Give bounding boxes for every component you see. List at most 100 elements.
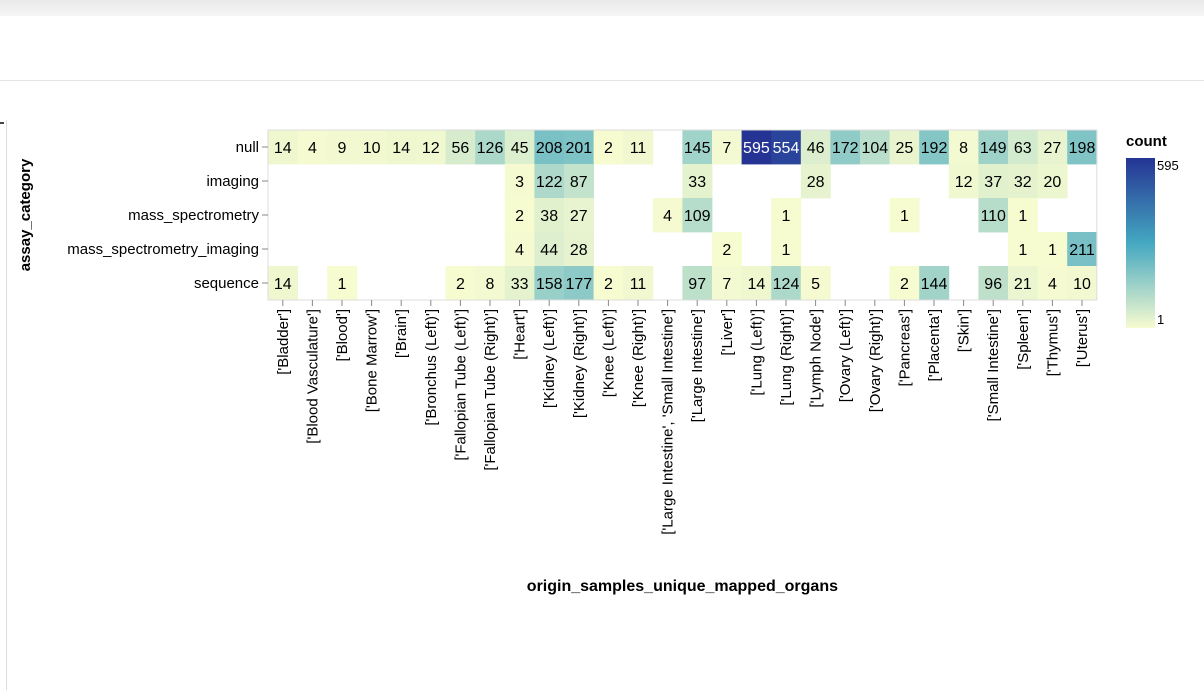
legend-gradient-bar	[1126, 158, 1155, 328]
heatmap-cell	[593, 266, 624, 301]
cell-value-label: 110	[980, 208, 1006, 225]
heatmap-cell	[268, 266, 298, 301]
cell-value-label: 21	[1014, 276, 1032, 293]
heatmap-cell	[800, 130, 831, 165]
heatmap-cell	[919, 266, 950, 301]
color-legend: count 595 1	[1126, 133, 1179, 328]
heatmap-cell	[1067, 232, 1098, 267]
heatmap-cell	[623, 266, 654, 301]
x-tick-label: ['Bladder']	[275, 309, 292, 375]
heatmap-cell	[504, 198, 535, 233]
heatmap-cell	[1037, 130, 1068, 165]
heatmap-cell	[445, 130, 476, 165]
cell-value-label: 33	[688, 174, 706, 191]
x-tick-label: ['Large Intestine', 'Small Intestine']	[660, 309, 677, 535]
heatmap-cell	[564, 164, 594, 199]
heatmap-cell	[564, 198, 594, 233]
heatmap-cell	[1037, 232, 1068, 267]
cell-value-label: 20	[1044, 174, 1062, 191]
heatmap-cell	[741, 130, 772, 165]
heatmap-cell	[1037, 266, 1068, 301]
cell-value-label: 14	[274, 276, 292, 293]
x-tick-label: ['Blood Vasculature']	[304, 309, 321, 444]
cell-value-label: 2	[456, 276, 465, 293]
legend-title: count	[1126, 133, 1167, 150]
x-tick-label: ['Lymph Node']	[808, 309, 825, 408]
cell-value-label: 9	[338, 140, 347, 157]
cell-value-label: 38	[540, 208, 558, 225]
y-tick-label: imaging	[206, 173, 259, 190]
heatmap-cell	[445, 266, 476, 301]
heatmap-cell	[741, 266, 772, 301]
heatmap-cell	[771, 232, 802, 267]
cell-value-label: 1	[782, 242, 791, 259]
heatmap-cells	[268, 130, 1098, 301]
cell-value-label: 33	[511, 276, 529, 293]
heatmap-cell	[268, 130, 298, 165]
legend-max-label: 595	[1157, 158, 1179, 173]
heatmap-cell	[682, 266, 713, 301]
cell-value-label: 211	[1069, 242, 1095, 259]
cell-value-label: 37	[984, 174, 1002, 191]
cell-value-label: 126	[477, 140, 504, 157]
x-tick-label: ['Skin']	[956, 309, 973, 352]
x-tick-label: ['Ovary (Right)']	[867, 309, 884, 412]
cell-value-label: 8	[486, 276, 495, 293]
cell-value-label: 4	[663, 208, 672, 225]
cell-value-label: 56	[452, 140, 470, 157]
cell-value-label: 45	[511, 140, 529, 157]
cell-value-label: 4	[515, 242, 524, 259]
cell-value-label: 14	[748, 276, 766, 293]
cell-value-label: 4	[1048, 276, 1057, 293]
heatmap-cell	[327, 130, 358, 165]
x-tick-label: ['Thymus']	[1044, 309, 1061, 376]
cell-value-label: 44	[540, 242, 558, 259]
heatmap-cell	[978, 266, 1009, 301]
x-tick-label: ['Knee (Right)']	[630, 309, 647, 407]
cell-value-label: 595	[743, 140, 770, 157]
cell-value-label: 4	[308, 140, 317, 157]
x-tick-label: ['Kidney (Left)']	[541, 309, 558, 408]
cell-value-label: 2	[515, 208, 524, 225]
cell-value-label: 97	[688, 276, 706, 293]
cell-value-label: 87	[570, 174, 588, 191]
heatmap-cell	[978, 130, 1009, 165]
heatmap-cell	[830, 130, 861, 165]
heatmap-cell	[534, 130, 565, 165]
x-tick-label: ['Ovary (Left)']	[837, 309, 854, 402]
heatmap-cell	[771, 266, 802, 301]
cell-value-label: 172	[832, 140, 859, 157]
heatmap-cell	[1067, 130, 1098, 165]
y-tick-label: mass_spectrometry_imaging	[67, 241, 259, 258]
x-tick-label: ['Knee (Left)']	[600, 309, 617, 397]
x-tick-label: ['Fallopian Tube (Left)']	[452, 309, 469, 461]
heatmap-cell	[386, 130, 417, 165]
heatmap-cell	[1008, 232, 1038, 267]
heatmap-cell	[504, 130, 535, 165]
cell-marker	[0, 122, 4, 124]
cell-value-label: 144	[921, 276, 948, 293]
heatmap-cell	[800, 164, 831, 199]
heatmap-cell	[475, 130, 506, 165]
heatmap-cell	[948, 130, 979, 165]
x-tick-label: ['Blood']	[334, 309, 351, 361]
cell-value-label: 104	[861, 140, 888, 157]
cell-value-label: 1	[782, 208, 791, 225]
cell-value-label: 25	[896, 140, 914, 157]
cell-value-label: 96	[984, 276, 1002, 293]
heatmap-cell	[623, 130, 654, 165]
x-tick-label: ['Placenta']	[926, 309, 943, 381]
cell-value-label: 7	[722, 276, 731, 293]
x-tick-label: ['Liver']	[719, 309, 736, 356]
heatmap-cell	[889, 198, 920, 233]
cell-value-label: 5	[811, 276, 820, 293]
heatmap-cell	[504, 266, 535, 301]
cell-value-label: 10	[1073, 276, 1091, 293]
cell-value-label: 208	[536, 140, 563, 157]
heatmap-cell	[564, 130, 594, 165]
cell-value-label: 1	[900, 208, 909, 225]
cell-value-label: 198	[1069, 140, 1096, 157]
x-tick-label: ['Lung (Right)']	[778, 309, 795, 406]
cell-value-label: 3	[515, 174, 524, 191]
